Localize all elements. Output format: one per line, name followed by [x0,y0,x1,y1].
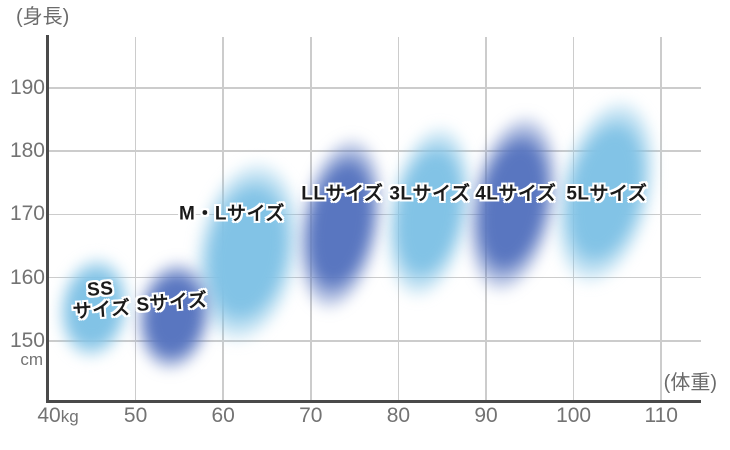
size-label: LLサイズ [301,184,383,205]
size-label-line: 5Lサイズ [566,183,648,205]
size-label: 3Lサイズ [389,184,470,205]
size-label: 5Lサイズ [566,184,647,205]
x-tick-label: 90 [474,404,498,427]
x-tick-label: 70 [299,404,323,427]
x-tick-label: 100 [556,404,592,427]
y-tick-label: 160 [9,265,45,289]
gridline-vertical [134,37,137,401]
x-tick-label: 50 [123,404,148,427]
gridline-horizontal [48,87,701,89]
y-tick-label: 190 [9,76,45,99]
y-tick-label: 150 [9,328,45,352]
x-tick-label: 40kg [37,404,79,427]
y-axis-title: (身長) [16,6,70,28]
gridline-horizontal [48,340,701,342]
y-axis-line [46,35,49,403]
x-tick-label: 110 [644,404,678,427]
gridline-horizontal [48,276,701,279]
size-label: M・Lサイズ [179,203,285,224]
y-tick-label: 180 [9,139,45,163]
x-axis-line [46,400,701,403]
size-label-line: 3Lサイズ [389,183,471,205]
x-tick-label: 80 [386,404,411,427]
x-tick-label: 60 [211,404,235,427]
size-label-line: 4Lサイズ [475,183,557,205]
x-axis-unit: kg [60,407,79,426]
y-tick-label: 170 [9,202,45,226]
x-axis-title: (体重) [663,372,717,394]
size-label: 4Lサイズ [475,184,556,205]
y-axis-unit: cm [20,349,43,369]
size-label-line: M・Lサイズ [179,203,285,225]
gridline-vertical [660,37,662,401]
size-label-line: LLサイズ [301,183,384,205]
